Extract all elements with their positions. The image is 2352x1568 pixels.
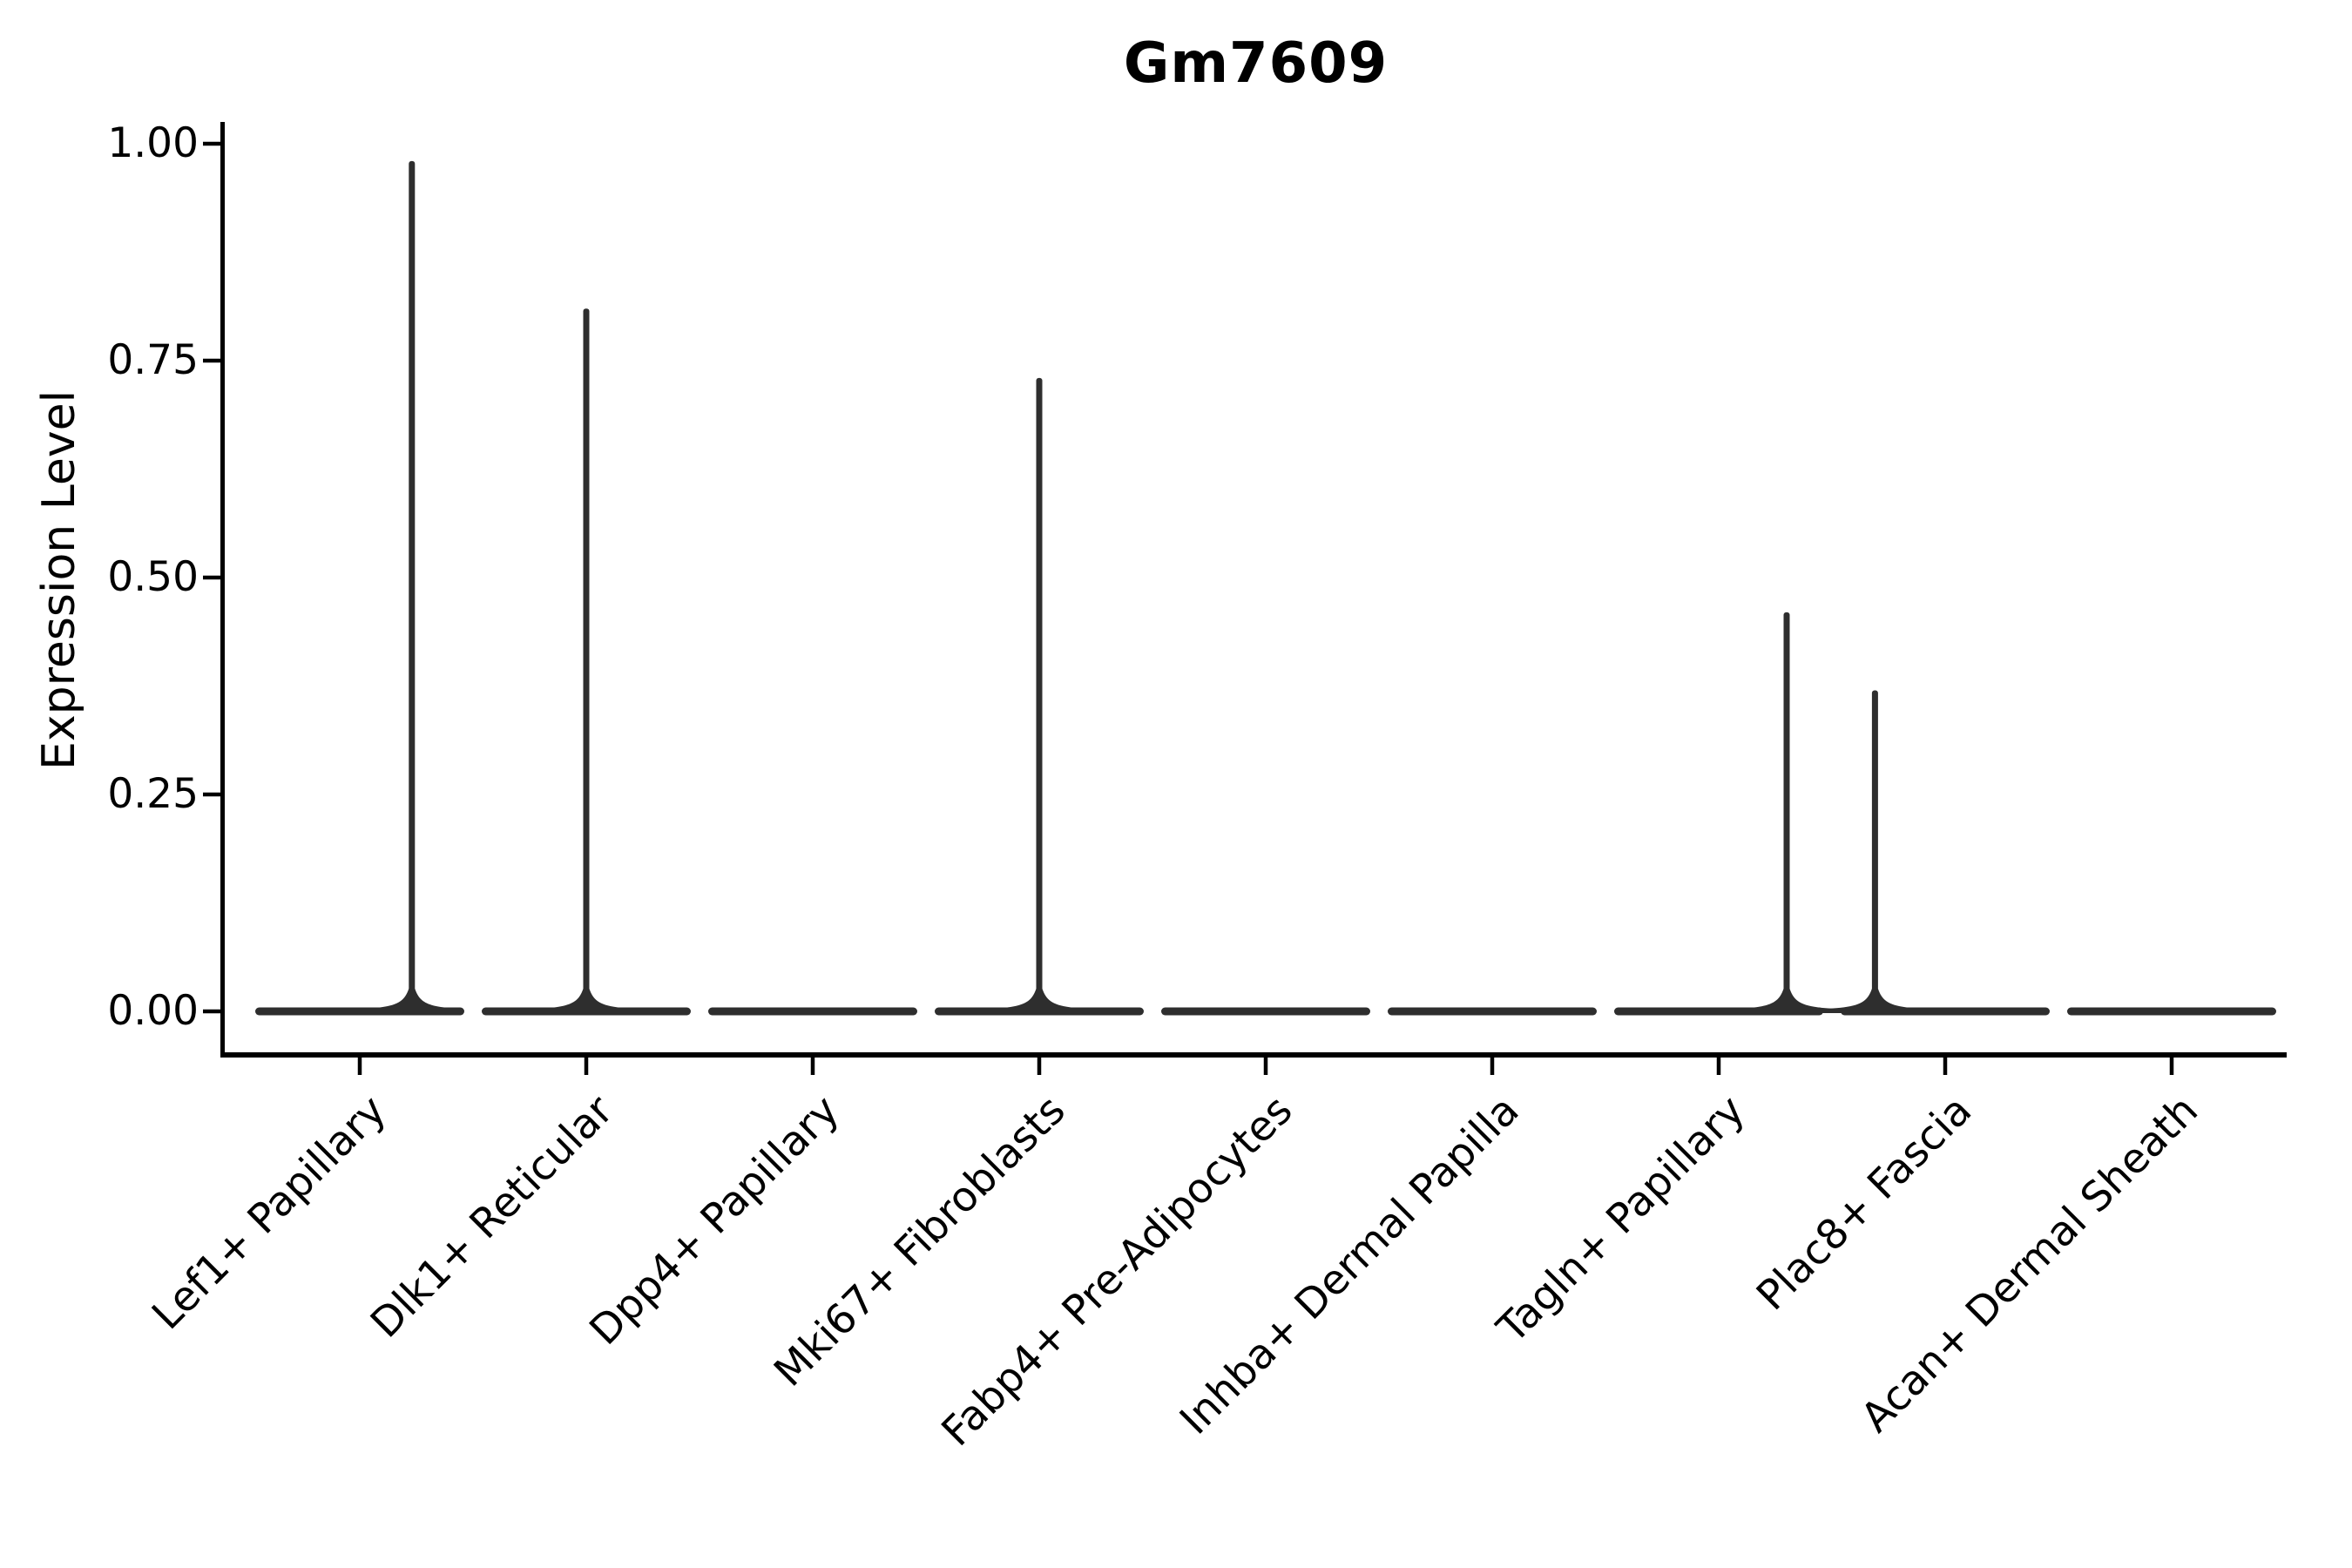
x-tick xyxy=(1037,1058,1042,1075)
y-tick-label: 0.25 xyxy=(107,770,199,818)
y-axis-spine xyxy=(220,122,225,1058)
y-tick xyxy=(203,575,220,580)
x-tick xyxy=(584,1058,589,1075)
y-tick xyxy=(203,792,220,797)
y-tick xyxy=(203,1009,220,1014)
x-tick xyxy=(1716,1058,1721,1075)
y-tick xyxy=(203,141,220,146)
violin-spike xyxy=(409,160,416,1012)
violin-body xyxy=(1161,1007,1370,1016)
y-tick xyxy=(203,358,220,363)
violin-body xyxy=(708,1007,917,1016)
violin-body xyxy=(2067,1007,2276,1016)
y-tick-label: 0.50 xyxy=(107,553,199,601)
y-tick-label: 1.00 xyxy=(107,119,199,167)
x-tick xyxy=(1490,1058,1495,1075)
x-tick xyxy=(810,1058,815,1075)
x-tick xyxy=(2169,1058,2174,1075)
x-tick xyxy=(1943,1058,1948,1075)
violin-body xyxy=(1388,1007,1597,1016)
violin-spike xyxy=(583,308,590,1011)
y-tick-label: 0.00 xyxy=(107,987,199,1035)
violin-spike xyxy=(1871,690,1878,1011)
violin-spike xyxy=(1783,612,1790,1011)
x-tick xyxy=(1263,1058,1268,1075)
chart-title: Gm7609 xyxy=(1123,31,1389,96)
violin-spike xyxy=(1036,377,1043,1011)
x-axis-spine xyxy=(220,1052,2287,1058)
x-tick xyxy=(357,1058,362,1075)
y-tick-label: 0.75 xyxy=(107,336,199,384)
